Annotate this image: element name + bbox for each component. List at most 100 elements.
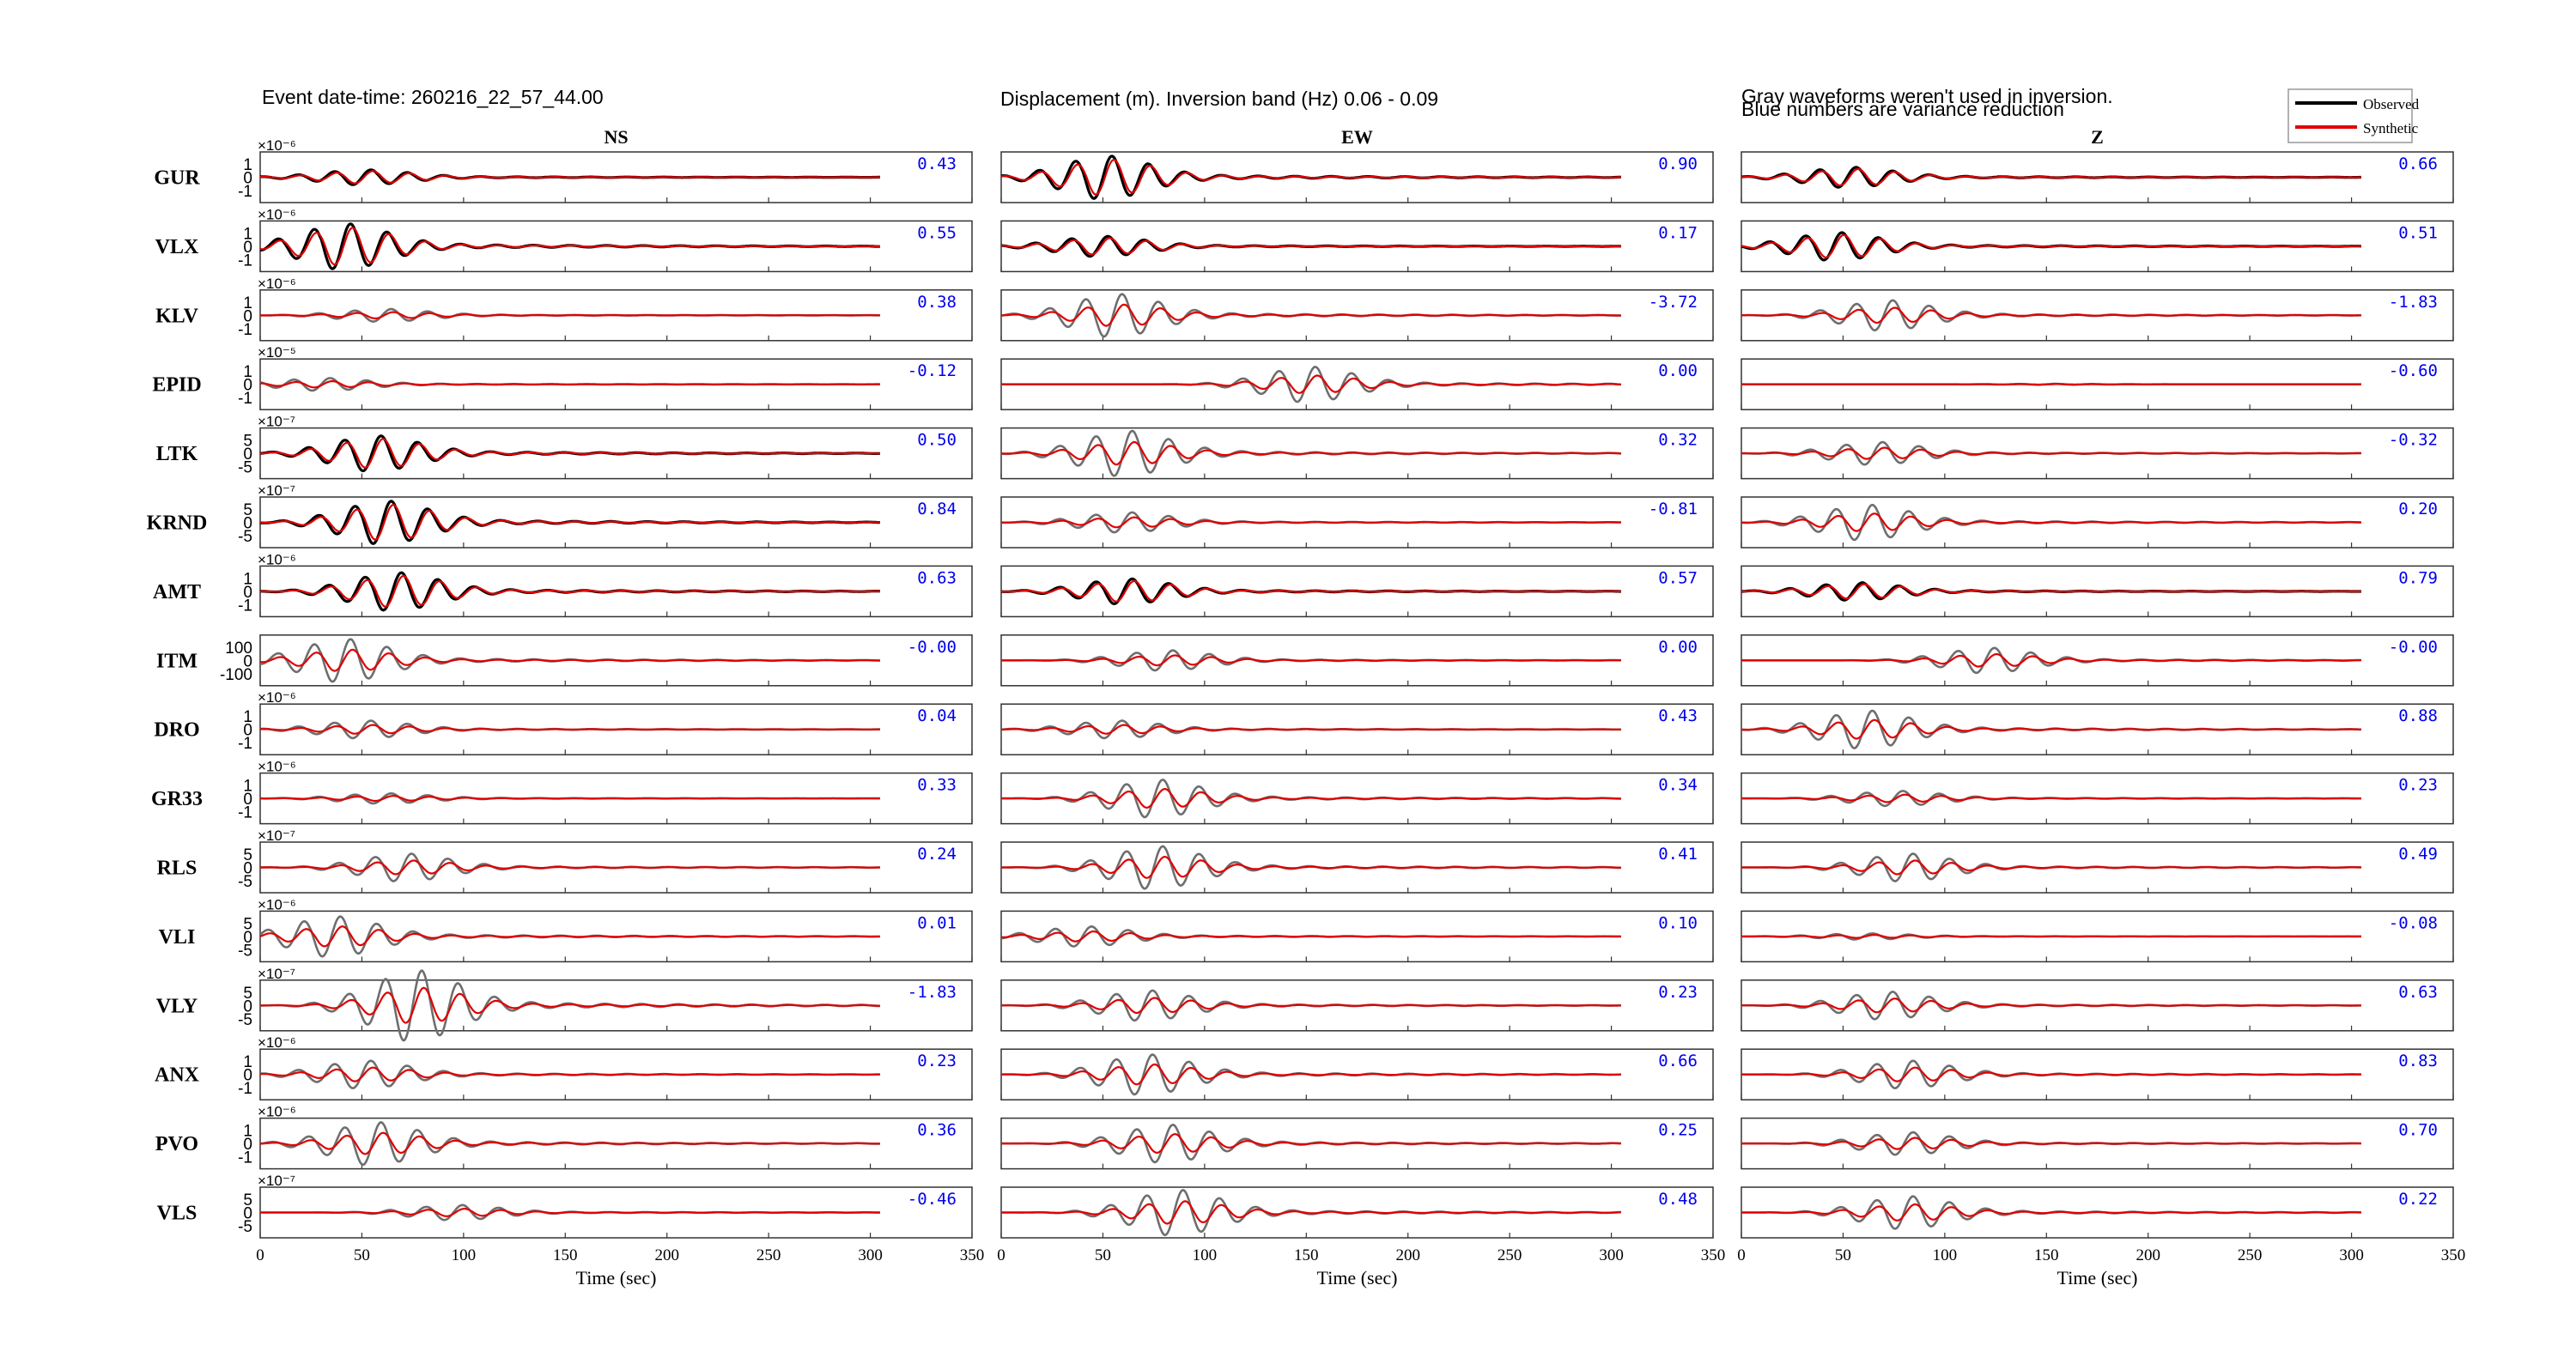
station-label: VLI <box>159 926 196 949</box>
y-tick-label: 5 <box>243 501 252 519</box>
synthetic-waveform <box>260 574 880 608</box>
variance-reduction-value: 0.49 <box>2398 845 2438 864</box>
legend-synthetic-label: Synthetic <box>2363 120 2419 136</box>
y-tick-label: 1 <box>243 778 252 796</box>
synthetic-waveform <box>1741 1066 2361 1082</box>
x-tick-label: 300 <box>858 1246 883 1264</box>
legend: Observed Synthetic <box>2287 88 2420 143</box>
synthetic-waveform <box>1741 583 2361 600</box>
synthetic-waveform <box>259 227 880 266</box>
variance-reduction-value: 0.20 <box>2398 500 2438 518</box>
y-exponent-label: ×10⁻⁶ <box>258 896 296 912</box>
station-row: VLY 50-5 ×10⁻⁷ -1.83 0.23 0.63 <box>156 966 2454 1042</box>
synthetic-waveform <box>1741 306 2361 324</box>
y-tick-label: -1 <box>238 1080 252 1098</box>
gray-waveform-note: Gray waveforms weren't used in inversion… <box>1741 85 2113 107</box>
variance-reduction-value: 0.00 <box>1658 638 1698 657</box>
synthetic-waveform <box>1000 159 1621 196</box>
variance-reduction-value: 0.90 <box>1658 155 1698 173</box>
variance-reduction-value: 0.23 <box>917 1052 957 1070</box>
synthetic-waveform <box>1001 654 1621 667</box>
y-exponent-label: ×10⁻⁶ <box>258 276 296 292</box>
station-label: LTK <box>156 443 198 465</box>
x-tick-label: 350 <box>1701 1246 1726 1264</box>
x-tick-label: 150 <box>2034 1246 2059 1264</box>
station-label: ANX <box>155 1064 200 1087</box>
x-tick-label: 100 <box>1193 1246 1218 1264</box>
y-exponent-label: ×10⁻⁶ <box>258 206 296 222</box>
synthetic-waveform <box>1000 440 1621 466</box>
y-tick-label: 0 <box>243 652 252 670</box>
x-axis-label: Time (sec) <box>2057 1267 2138 1288</box>
synthetic-waveform <box>260 438 880 469</box>
synthetic-waveform <box>1001 997 1621 1015</box>
variance-reduction-value: -0.00 <box>2389 638 2438 657</box>
y-tick-label: -5 <box>238 1218 252 1236</box>
x-tick-label: 150 <box>553 1246 578 1264</box>
y-tick-label: -1 <box>238 597 252 615</box>
synthetic-waveform <box>260 859 880 876</box>
y-tick-label: 5 <box>243 915 252 933</box>
variance-reduction-value: 0.24 <box>917 845 957 864</box>
y-tick-label: 0 <box>243 1205 252 1223</box>
station-row: GUR 10-1 ×10⁻⁶ 0.43 0.90 0.66 <box>154 137 2454 203</box>
variance-reduction-value: -1.83 <box>2389 293 2438 312</box>
y-exponent-label: ×10⁻⁷ <box>258 828 295 844</box>
y-tick-label: 5 <box>243 1191 252 1209</box>
x-tick-label: 300 <box>2339 1246 2364 1264</box>
synthetic-waveform <box>1000 303 1621 327</box>
synthetic-waveform <box>1741 933 2361 939</box>
inversion-band: Displacement (m). Inversion band (Hz) 0.… <box>1000 88 1438 110</box>
station-row: VLS 50-5 ×10⁻⁷ -0.46 0.48 0.22 <box>157 1173 2454 1239</box>
synthetic-waveform <box>1001 724 1621 735</box>
legend-box <box>2287 88 2413 143</box>
x-tick-label: 250 <box>2238 1246 2263 1264</box>
station-row: KLV 10-1 ×10⁻⁶ 0.38 -3.72 -1.83 <box>155 276 2454 342</box>
synthetic-waveform <box>1741 793 2361 803</box>
y-tick-label: 0 <box>243 377 252 395</box>
y-exponent-label: ×10⁻⁷ <box>258 414 295 430</box>
variance-reduction-value: 0.63 <box>917 568 957 587</box>
synthetic-waveform <box>1001 1063 1621 1086</box>
component-title-ns: NS <box>604 126 628 148</box>
x-tick-label: 50 <box>1835 1246 1851 1264</box>
synthetic-waveform <box>1001 374 1621 394</box>
synthetic-waveform <box>1001 787 1621 809</box>
variance-reduction-value: 0.22 <box>2398 1190 2438 1209</box>
station-row: EPID 10-1 ×10⁻⁵ -0.12 0.00 -0.60 <box>152 344 2454 410</box>
x-tick-label: 0 <box>997 1246 1005 1264</box>
y-tick-label: 1 <box>243 294 252 312</box>
synthetic-waveform <box>1001 1133 1621 1155</box>
x-tick-label: 50 <box>354 1246 370 1264</box>
variance-reduction-value: 0.55 <box>917 223 957 242</box>
component-title-z: Z <box>2091 126 2104 148</box>
y-tick-label: 5 <box>243 846 252 864</box>
variance-reduction-value: -0.12 <box>908 361 957 380</box>
y-tick-label: 1 <box>243 363 252 381</box>
x-tick-label: 350 <box>960 1246 985 1264</box>
synthetic-waveform <box>259 1066 880 1082</box>
x-tick-label: 100 <box>452 1246 477 1264</box>
y-exponent-label: ×10⁻⁶ <box>258 759 296 775</box>
x-axis-label: Time (sec) <box>1317 1267 1398 1288</box>
station-label: ITM <box>156 650 197 672</box>
variance-reduction-value: 0.83 <box>2398 1052 2438 1070</box>
synthetic-waveform <box>1001 855 1621 879</box>
synthetic-waveform <box>259 311 880 319</box>
variance-reduction-value: 0.79 <box>2398 568 2438 587</box>
y-tick-label: 0 <box>243 1067 252 1085</box>
variance-reduction-value: 0.66 <box>2398 155 2438 173</box>
x-tick-label: 200 <box>654 1246 679 1264</box>
y-tick-label: -1 <box>238 321 252 339</box>
x-tick-label: 250 <box>1498 1246 1522 1264</box>
y-tick-label: 0 <box>243 1136 252 1154</box>
figure-header: Event date-time: 260216_22_57_44.00 Disp… <box>262 85 2113 120</box>
y-tick-label: 1 <box>243 156 252 174</box>
synthetic-waveform <box>1741 652 2361 668</box>
variance-reduction-value: 0.84 <box>917 500 957 518</box>
y-tick-label: 0 <box>243 722 252 740</box>
x-tick-label: 250 <box>756 1246 781 1264</box>
